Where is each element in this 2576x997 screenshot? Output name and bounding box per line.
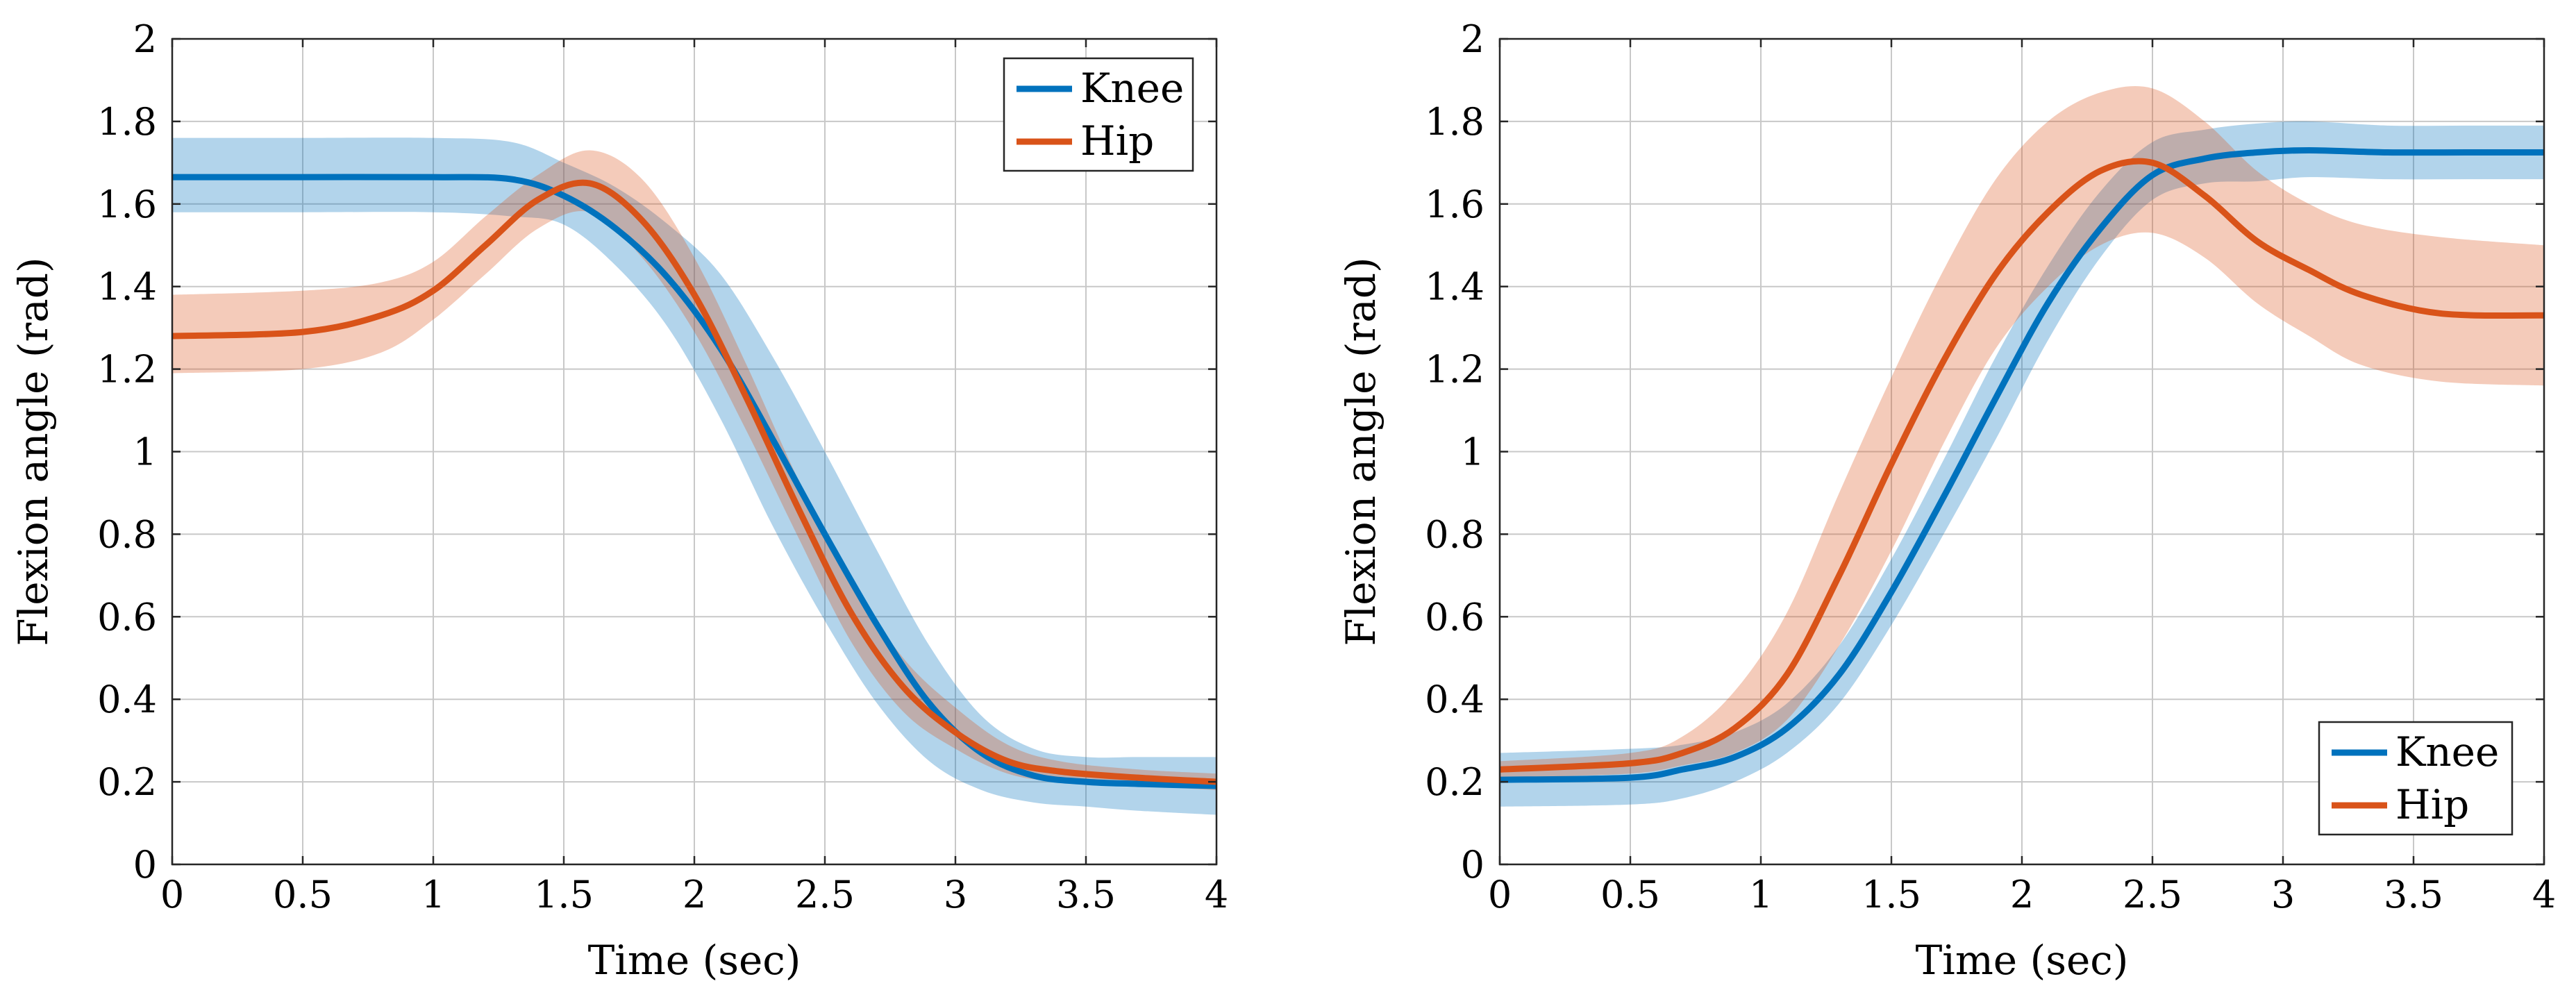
y-tick-label: 0.2 bbox=[97, 760, 157, 804]
y-axis-label: Flexion angle (rad) bbox=[10, 257, 57, 646]
y-tick-label: 0 bbox=[1461, 843, 1484, 887]
x-tick-label: 2 bbox=[2010, 873, 2034, 916]
line-hip bbox=[1500, 158, 2544, 773]
ticks: 0 0.5 1 1.5 2 2.5 3 3.5 4 0 0.2 0.4 0.6 0.8 1 1.2 1.4 1.6… bbox=[97, 17, 1228, 916]
y-tick-label: 1.2 bbox=[97, 348, 157, 392]
x-tick-label: 2 bbox=[683, 873, 706, 916]
x-tick-label: 2.5 bbox=[795, 873, 855, 916]
y-tick-label: 1.4 bbox=[1425, 265, 1484, 309]
x-tick-label: 0.5 bbox=[273, 873, 333, 916]
y-tick-label: 0.4 bbox=[97, 678, 157, 721]
y-tick-label: 2 bbox=[133, 17, 157, 61]
grid bbox=[172, 38, 1217, 865]
x-tick-label: 0 bbox=[160, 873, 184, 916]
y-tick-label: 1.8 bbox=[1425, 100, 1484, 144]
y-tick-label: 0 bbox=[133, 843, 157, 887]
line-hip bbox=[172, 179, 1216, 785]
y-tick-label: 0.2 bbox=[1425, 760, 1484, 804]
y-tick-label: 1.6 bbox=[97, 183, 157, 226]
chart-left: 0 0.5 1 1.5 2 2.5 3 3.5 4 0 0.2 0.4 0.6 0.8 1 1.2 1.4 1.6… bbox=[10, 17, 1228, 984]
ticks: 0 0.5 1 1.5 2 2.5 3 3.5 4 0 0.2 0.4 0.6 0.8 1 1.2 1.4 1.6… bbox=[1425, 17, 2556, 916]
band-hip bbox=[172, 150, 1216, 790]
x-tick-label: 1.5 bbox=[534, 873, 594, 916]
legend-box bbox=[2318, 721, 2514, 836]
x-tick-label: 2.5 bbox=[2123, 873, 2182, 916]
legend-box bbox=[1003, 57, 1194, 172]
y-axis-label: Flexion angle (rad) bbox=[1337, 257, 1385, 646]
chart-right: 0 0.5 1 1.5 2 2.5 3 3.5 4 0 0.2 0.4 0.6 0.8 1 1.2 1.4 1.6… bbox=[1337, 17, 2556, 984]
x-tick-label: 1 bbox=[1749, 873, 1773, 916]
x-tick-label: 4 bbox=[2532, 873, 2556, 916]
y-tick-label: 0.6 bbox=[97, 595, 157, 639]
legend: Knee Hip bbox=[1003, 57, 1194, 172]
y-tick-label: 0.4 bbox=[1425, 678, 1484, 721]
line-knee bbox=[172, 174, 1216, 789]
x-tick-label: 3 bbox=[944, 873, 967, 916]
x-tick-label: 1 bbox=[421, 873, 445, 916]
y-tick-label: 1 bbox=[1461, 430, 1484, 474]
y-tick-label: 1.4 bbox=[97, 265, 157, 309]
x-tick-label: 3.5 bbox=[2384, 873, 2443, 916]
x-tick-label: 4 bbox=[1205, 873, 1228, 916]
legend-label-knee: Knee bbox=[1080, 65, 1184, 112]
y-tick-label: 0.8 bbox=[1425, 512, 1484, 556]
legend-label-hip: Hip bbox=[2395, 781, 2469, 828]
band-knee bbox=[172, 137, 1216, 815]
x-tick-label: 1.5 bbox=[1862, 873, 1921, 916]
y-tick-label: 0.8 bbox=[97, 512, 157, 556]
y-tick-label: 1.6 bbox=[1425, 183, 1484, 226]
x-axis-label: Time (sec) bbox=[1916, 937, 2129, 984]
y-tick-label: 1.8 bbox=[97, 100, 157, 144]
x-tick-label: 0.5 bbox=[1600, 873, 1660, 916]
legend: Knee Hip bbox=[2318, 721, 2514, 836]
x-tick-label: 3 bbox=[2271, 873, 2295, 916]
legend-label-hip: Hip bbox=[1080, 117, 1154, 165]
line-knee bbox=[1500, 147, 2544, 783]
y-tick-label: 2 bbox=[1461, 17, 1484, 61]
x-axis-label: Time (sec) bbox=[588, 937, 801, 984]
y-tick-label: 0.6 bbox=[1425, 595, 1484, 639]
x-tick-label: 3.5 bbox=[1056, 873, 1116, 916]
y-tick-label: 1.2 bbox=[1425, 348, 1484, 392]
x-tick-label: 0 bbox=[1488, 873, 1512, 916]
data-layer bbox=[1500, 86, 2544, 807]
y-tick-label: 1 bbox=[133, 430, 157, 474]
legend-label-knee: Knee bbox=[2395, 728, 2499, 776]
data-layer bbox=[172, 137, 1216, 815]
